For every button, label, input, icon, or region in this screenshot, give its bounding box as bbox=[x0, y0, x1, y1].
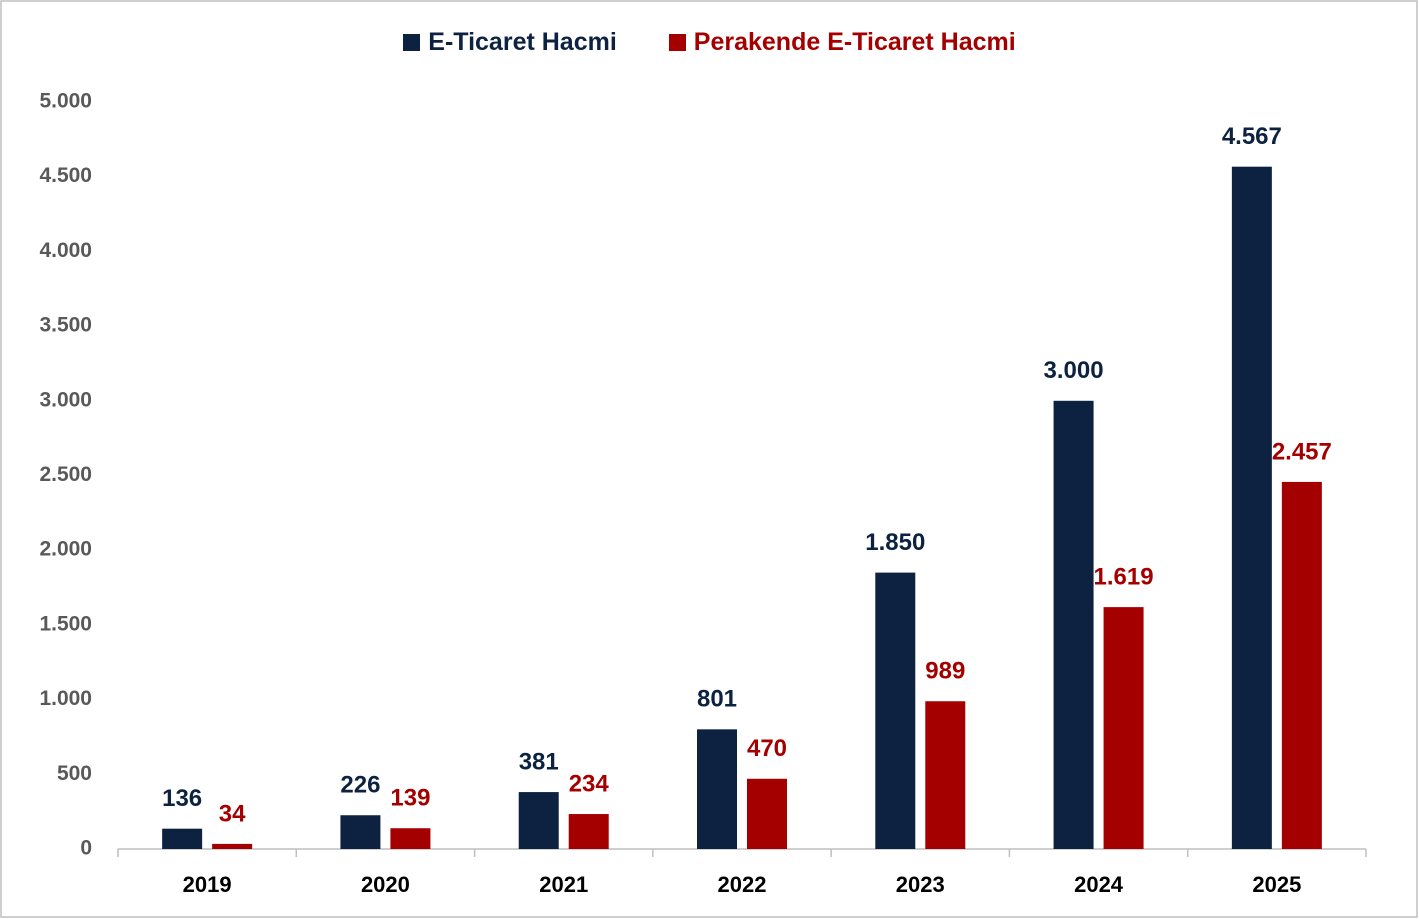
data-label: 470 bbox=[747, 735, 787, 762]
legend-label: Perakende E-Ticaret Hacmi bbox=[693, 28, 1016, 56]
data-label: 1.619 bbox=[1094, 563, 1154, 590]
data-label: 801 bbox=[697, 686, 737, 713]
bar bbox=[1281, 481, 1322, 849]
y-tick-label: 1.500 bbox=[39, 612, 92, 635]
y-tick-label: 4.000 bbox=[39, 239, 92, 262]
legend-swatch bbox=[668, 34, 686, 51]
data-label: 136 bbox=[162, 785, 202, 812]
data-label: 34 bbox=[219, 800, 246, 827]
x-tick-label: 2024 bbox=[1074, 872, 1124, 897]
x-tick-label: 2022 bbox=[718, 872, 767, 897]
x-tick-label: 2021 bbox=[539, 872, 588, 897]
data-label: 381 bbox=[519, 748, 559, 775]
y-tick-label: 0 bbox=[80, 837, 92, 860]
legend-label: E-Ticaret Hacmi bbox=[428, 28, 617, 56]
x-tick-label: 2023 bbox=[896, 872, 945, 897]
y-tick-label: 3.000 bbox=[39, 388, 92, 411]
bar bbox=[925, 701, 966, 849]
data-label: 139 bbox=[390, 785, 430, 812]
y-tick-label: 5.000 bbox=[39, 90, 92, 113]
data-label: 3.000 bbox=[1044, 357, 1104, 384]
bar bbox=[340, 815, 381, 849]
bar bbox=[518, 792, 559, 849]
data-label: 234 bbox=[569, 770, 610, 797]
legend-swatch bbox=[403, 34, 421, 51]
bar bbox=[390, 828, 431, 849]
data-label: 4.567 bbox=[1222, 123, 1282, 150]
bar bbox=[1053, 400, 1094, 849]
x-tick-label: 2019 bbox=[183, 872, 232, 897]
bar bbox=[1231, 166, 1272, 850]
bar bbox=[162, 828, 203, 849]
data-label: 1.850 bbox=[865, 529, 925, 556]
bar bbox=[747, 778, 787, 849]
legend: E-Ticaret Hacmi Perakende E-Ticaret Hacmi bbox=[0, 28, 1419, 57]
y-tick-label: 3.500 bbox=[39, 314, 92, 337]
data-label: 2.457 bbox=[1272, 438, 1332, 465]
data-label: 989 bbox=[925, 658, 965, 685]
bar bbox=[568, 814, 609, 849]
y-tick-label: 500 bbox=[57, 762, 92, 785]
y-tick-label: 4.500 bbox=[39, 164, 92, 187]
y-tick-label: 2.500 bbox=[39, 463, 92, 486]
data-label: 226 bbox=[340, 772, 380, 799]
x-tick-label: 2025 bbox=[1252, 872, 1301, 897]
x-tick-label: 2020 bbox=[361, 872, 410, 897]
bar bbox=[1103, 607, 1144, 849]
bar bbox=[212, 843, 253, 849]
bar bbox=[875, 572, 916, 849]
bar bbox=[697, 729, 737, 849]
legend-item: Perakende E-Ticaret Hacmi bbox=[668, 28, 1016, 57]
y-tick-label: 1.000 bbox=[39, 687, 92, 710]
legend-item: E-Ticaret Hacmi bbox=[403, 28, 617, 57]
y-tick-label: 2.000 bbox=[39, 538, 92, 561]
